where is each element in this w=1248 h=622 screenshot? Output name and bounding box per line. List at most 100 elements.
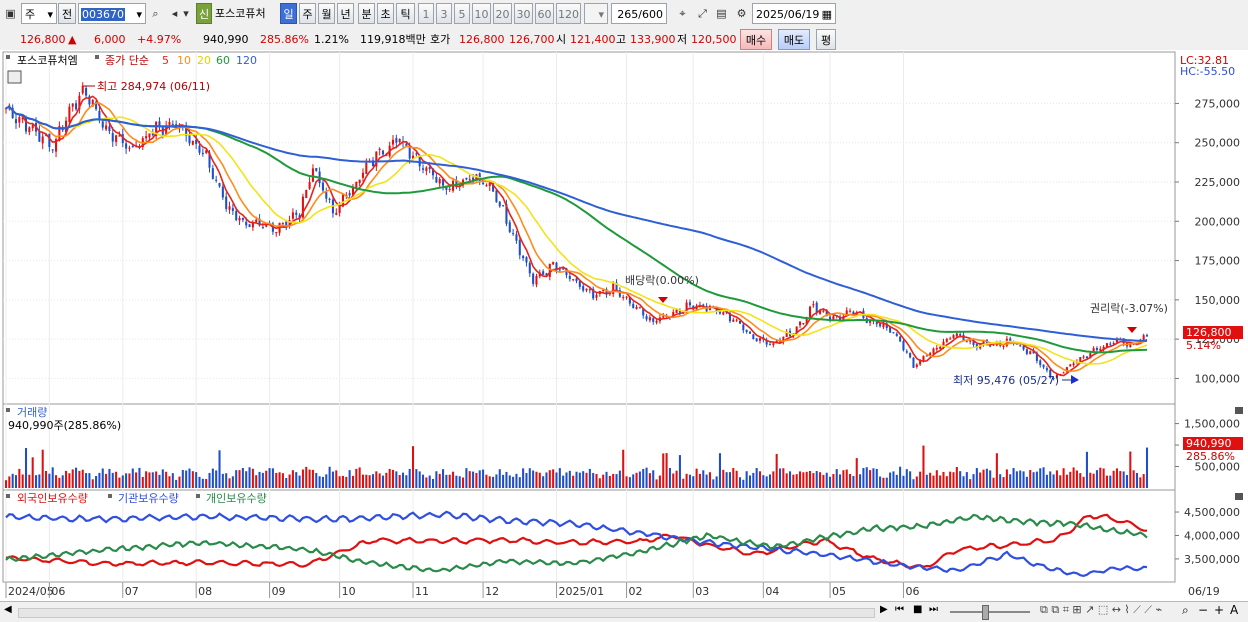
candle-body bbox=[65, 120, 68, 133]
stop-icon[interactable]: ■ bbox=[913, 604, 923, 615]
font-size-icon[interactable]: A bbox=[1230, 603, 1239, 617]
volume-bar bbox=[281, 473, 284, 488]
volume-bar bbox=[975, 468, 978, 488]
minute-5[interactable]: 5 bbox=[454, 3, 470, 24]
tab-second[interactable]: 초 bbox=[377, 3, 394, 24]
candle-body bbox=[468, 179, 471, 181]
candle-body bbox=[261, 227, 264, 229]
volume-bar bbox=[385, 472, 388, 488]
ma-10-line bbox=[5, 102, 1148, 373]
volume-bar bbox=[418, 471, 421, 488]
candle-body bbox=[55, 139, 58, 152]
first-icon[interactable]: ⏮ bbox=[895, 604, 904, 615]
candle-body bbox=[1145, 335, 1149, 337]
custom-select[interactable]: ▾ bbox=[584, 3, 608, 24]
zoom-slider-handle[interactable] bbox=[982, 605, 989, 620]
prev-button[interactable]: 전 bbox=[58, 3, 76, 24]
volume-bar bbox=[475, 472, 478, 488]
minus-icon[interactable]: − bbox=[1198, 603, 1209, 617]
date-input[interactable]: 2025/06/19 ▦ bbox=[752, 3, 836, 24]
tab-week[interactable]: 주 bbox=[299, 3, 316, 24]
candle-body bbox=[685, 302, 688, 314]
candle-body bbox=[772, 343, 775, 346]
grid-toggle-icon[interactable] bbox=[7, 70, 22, 84]
volume-bar bbox=[101, 468, 104, 488]
month-tick-label: 03 bbox=[695, 585, 709, 598]
tab-month[interactable]: 월 bbox=[318, 3, 335, 24]
code-input[interactable]: 003670 ▾ bbox=[78, 3, 146, 24]
new-button[interactable]: 신 bbox=[196, 3, 212, 24]
volume-bar bbox=[58, 477, 61, 488]
volume-bar bbox=[535, 471, 538, 488]
compare-icon[interactable]: ⤢ bbox=[698, 7, 707, 20]
volume-bar bbox=[895, 474, 898, 488]
volume-bar bbox=[205, 478, 208, 488]
volume-bar bbox=[735, 470, 738, 488]
volume-bar bbox=[211, 468, 214, 488]
month-tick-label: 05 bbox=[832, 585, 846, 598]
minute-10[interactable]: 10 bbox=[472, 3, 491, 24]
avg-button[interactable]: 평 bbox=[816, 29, 836, 50]
zoom-icon[interactable]: ⌕ bbox=[1182, 603, 1189, 617]
volume-bar bbox=[702, 470, 705, 488]
volume-bar bbox=[472, 471, 475, 488]
minute-60[interactable]: 60 bbox=[535, 3, 554, 24]
candle-body bbox=[91, 99, 94, 107]
stock-name: 포스코퓨처 bbox=[215, 7, 266, 20]
volume-bar bbox=[88, 473, 91, 488]
speaker-icon[interactable]: ◂ bbox=[171, 7, 178, 20]
gear-icon[interactable]: ⚙ bbox=[736, 7, 747, 20]
volume-bar bbox=[348, 470, 351, 488]
crosshair-icon[interactable]: ⌖ bbox=[679, 7, 686, 20]
minute-1[interactable]: 1 bbox=[418, 3, 434, 24]
window-icon[interactable]: ▣ bbox=[5, 7, 16, 20]
minute-3[interactable]: 3 bbox=[436, 3, 452, 24]
collapse-icon[interactable] bbox=[1235, 493, 1243, 500]
rights-annotation: 권리락(-3.07%) bbox=[1090, 302, 1168, 315]
collapse-icon[interactable] bbox=[1235, 407, 1243, 414]
candle-body bbox=[98, 110, 101, 121]
minute-20[interactable]: 20 bbox=[493, 3, 512, 24]
ask-price: 126,800 bbox=[459, 33, 505, 46]
price-panel-title: 포스코퓨처엠 bbox=[17, 54, 78, 67]
volume-bar bbox=[585, 472, 588, 488]
holding-line-0 bbox=[5, 513, 1148, 569]
sell-button[interactable]: 매도 bbox=[778, 29, 810, 50]
volume-bar bbox=[498, 469, 501, 488]
search-icon[interactable]: ⌕ bbox=[152, 7, 159, 20]
last-icon[interactable]: ⏭ bbox=[929, 604, 938, 615]
drawing-tools-icon[interactable]: ⧉ ⧉ ⌗ ⊞ ↗ ⬚ ↔ ⌇ ⟋ ⟋ ⌁ bbox=[1040, 603, 1163, 616]
volume-bar bbox=[241, 468, 244, 488]
candle-body bbox=[562, 268, 565, 270]
candle-body bbox=[552, 262, 555, 265]
count-input[interactable]: 265/600 bbox=[611, 3, 667, 24]
tab-tick[interactable]: 틱 bbox=[396, 3, 415, 24]
scroll-left-icon[interactable]: ◀ bbox=[4, 604, 12, 615]
candle-body bbox=[969, 340, 972, 342]
plus-icon[interactable]: + bbox=[1214, 603, 1225, 617]
minute-30[interactable]: 30 bbox=[514, 3, 533, 24]
volume-bar bbox=[558, 468, 561, 488]
tab-minute[interactable]: 분 bbox=[358, 3, 375, 24]
candle-body bbox=[311, 168, 314, 182]
candle-body bbox=[251, 222, 254, 228]
save-icon[interactable]: ▤ bbox=[716, 7, 727, 20]
zoom-slider[interactable] bbox=[950, 611, 1030, 613]
tab-day[interactable]: 일 bbox=[280, 3, 297, 24]
candle-body bbox=[829, 316, 832, 321]
scroll-right-icon[interactable]: ▶ bbox=[880, 604, 888, 615]
chevron-down-icon[interactable]: ▾ bbox=[183, 7, 189, 20]
minute-120[interactable]: 120 bbox=[556, 3, 581, 24]
volume-bar bbox=[185, 470, 188, 488]
volume-bar bbox=[1009, 474, 1012, 488]
buy-button[interactable]: 매수 bbox=[740, 29, 772, 50]
period-select[interactable]: 주 ▾ bbox=[21, 3, 57, 24]
candle-body bbox=[321, 182, 324, 191]
candle-body bbox=[31, 125, 34, 129]
candle-body bbox=[758, 338, 762, 341]
volume-bar bbox=[1109, 475, 1112, 488]
horizontal-scrollbar[interactable] bbox=[18, 608, 875, 618]
tab-year[interactable]: 년 bbox=[337, 3, 354, 24]
volume-bar bbox=[51, 467, 54, 488]
